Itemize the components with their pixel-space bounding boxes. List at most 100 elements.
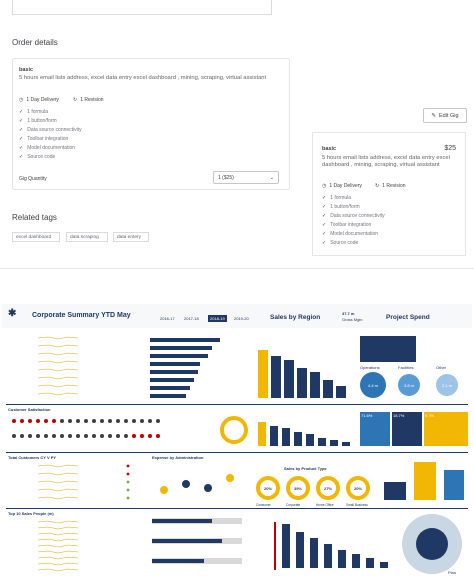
feature-item: ✓ Source code: [19, 154, 56, 160]
order-quantity-chart: [254, 412, 356, 450]
expense-chart: [152, 464, 252, 502]
sales-by-region-title: Sales by Region: [270, 314, 321, 321]
refresh-icon: ↻: [73, 97, 78, 103]
refresh-icon: ↻: [375, 183, 380, 189]
order-details-heading: Order details: [12, 38, 58, 47]
excel-dashboard-preview: ✱ Corporate Summary YTD May 2016-17 2017…: [2, 304, 472, 580]
tag-data-scraping[interactable]: data scraping: [66, 232, 108, 242]
project-pct-1: 71.6%: [360, 412, 390, 446]
section-divider-line: [6, 508, 468, 509]
donut-label-corporate: Corporate: [286, 503, 301, 507]
project-spend-chart: [360, 336, 416, 362]
year-2016: 2016-17: [160, 316, 175, 321]
tag-excel-dashboard[interactable]: excel dashboard: [12, 232, 60, 242]
people-icon-chart: [8, 416, 168, 446]
revision-info: ↻ 1 Revision: [73, 97, 104, 103]
gig-quantity-select[interactable]: 1 ($25) ⌄: [213, 171, 279, 184]
feature-item: ✓ 1 button/form: [19, 118, 57, 124]
year-2019: 2019-20: [234, 316, 249, 321]
major-project-spend-panel: 71.6% 18.7% 9.7%: [358, 408, 470, 452]
donut-label-small-business: Small Business: [346, 503, 368, 507]
region-trend-table: [8, 334, 148, 400]
order-summary-card: basic $25 5 hours email lists address, e…: [312, 132, 466, 256]
project-spend-plan-chart: [270, 514, 400, 576]
summary-delivery-info: ◷ 1 Day Delivery: [322, 183, 362, 189]
check-icon: ✓: [322, 213, 327, 219]
summary-feature-item: ✓ 1 formula: [322, 195, 352, 201]
dashboard-title: Corporate Summary YTD May: [32, 312, 131, 319]
section-divider-line: [6, 452, 468, 453]
feature-item: ✓ 1 formula: [19, 109, 49, 115]
bubble-operations: 4.4 m: [360, 372, 386, 398]
project-pct-2: 18.7%: [392, 412, 422, 446]
gig-quantity-label: Gig Quantity: [19, 176, 47, 182]
bullet-bar-charts: [152, 514, 252, 576]
project-pct-3: 9.7%: [424, 412, 468, 446]
dashboard-header-bar: [2, 304, 472, 328]
related-tags-heading: Related tags: [12, 213, 57, 222]
donut-label-consumer: Consumer: [256, 503, 271, 507]
top10-table: [8, 518, 148, 576]
bubble-facilities: 3.8 m: [398, 374, 420, 396]
revision-label: 1 Revision: [80, 97, 104, 103]
top10-title: Top 10 Sales People (m): [8, 511, 54, 516]
bubble-label-operations: Operations: [360, 365, 380, 370]
dashboard-logo-icon: ✱: [8, 308, 17, 319]
year-2018-selected: 2018-19: [208, 315, 227, 322]
sales-by-type-title: Sales by Product Type: [284, 466, 327, 471]
check-icon: ✓: [322, 240, 327, 246]
tag-data-entery[interactable]: data entery: [113, 232, 149, 242]
summary-feature-item: ✓ Model documentation: [322, 231, 379, 237]
bubble-other: 2.1 m: [436, 374, 458, 396]
chevron-down-icon: ⌄: [269, 174, 274, 181]
delivery-label: 1 Day Delivery: [26, 97, 59, 103]
total-customers-title: Total Customers CY V PY: [8, 455, 57, 460]
check-icon: ✓: [322, 222, 327, 228]
project-spend-title: Project Spend: [386, 314, 430, 321]
order-details-card: basic 5 hours email lists address, excel…: [12, 58, 290, 190]
check-icon: ✓: [19, 109, 24, 115]
check-icon: ✓: [19, 118, 24, 124]
clock-icon: ◷: [19, 97, 24, 103]
donut-small-business: 20%: [346, 476, 370, 500]
project-spend-panel: Operations Facilities Other 4.4 m 3.8 m …: [356, 332, 470, 402]
horizontal-bar-chart: [150, 338, 250, 398]
target-column-chart: [378, 454, 470, 504]
package-name: basic: [19, 67, 34, 73]
total-customers-trend: [8, 462, 148, 502]
donut-corporate: 39%: [286, 476, 310, 500]
check-icon: ✓: [322, 195, 327, 201]
donut-consumer: 20%: [256, 476, 280, 500]
pencil-icon: ✎: [431, 112, 437, 119]
expense-title: Expense by Administration: [152, 455, 204, 460]
summary-package-description: 5 hours email lists address, excel data …: [322, 155, 450, 168]
summary-feature-item: ✓ Source code: [322, 240, 359, 246]
summary-revision-info: ↻ 1 Revision: [375, 183, 406, 189]
section-divider: [0, 268, 474, 269]
bubble-label-facilities: Facilities: [398, 365, 414, 370]
feature-item: ✓ Model documentation: [19, 145, 76, 151]
bubble-label-other: Other: [436, 365, 447, 370]
section-divider-line: [6, 404, 468, 405]
edit-gig-label: Edit Gig: [439, 112, 459, 119]
donut-home-office: 27%: [316, 476, 340, 500]
year-2017: 2017-18: [184, 316, 199, 321]
check-icon: ✓: [19, 145, 24, 151]
gig-quantity-value: 1 ($25): [218, 174, 234, 181]
delivery-info: ◷ 1 Day Delivery: [19, 97, 59, 103]
summary-package-name: basic: [322, 146, 337, 152]
plan-pie-center: [416, 528, 448, 560]
plan-pie-chart: [402, 514, 462, 574]
summary-feature-item: ✓ Data source connectivity: [322, 213, 385, 219]
summary-feature-item: ✓ 1 button/form: [322, 204, 360, 210]
check-icon: ✓: [19, 136, 24, 142]
donut-charts: 20% 39% 27% 20% Consumer Corporate Home …: [254, 474, 372, 508]
package-description: 5 hours email lists address, excel data …: [19, 75, 267, 81]
gauge-icon: [220, 416, 248, 444]
plan-label: Plan: [448, 570, 457, 575]
region-column-chart: [254, 342, 354, 402]
gross-label: Gross Mgin: [342, 317, 363, 322]
customer-satisfaction-title: Customer Satisfaction: [8, 407, 51, 412]
edit-gig-button[interactable]: ✎ Edit Gig: [423, 108, 467, 123]
clock-icon: ◷: [322, 183, 327, 189]
